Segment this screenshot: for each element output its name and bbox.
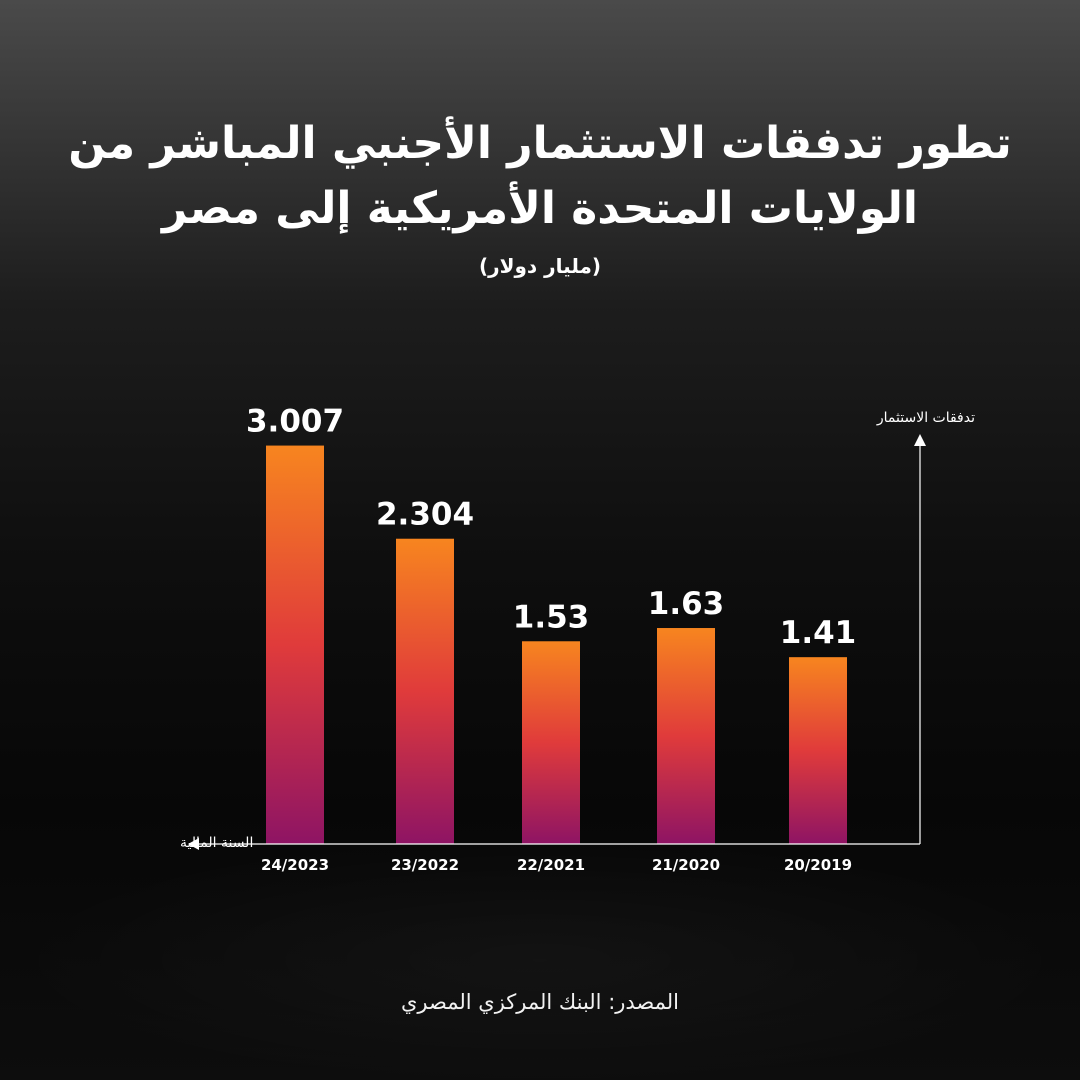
value-labels-group: 3.007 2.304 1.53 1.63 1.41	[246, 404, 856, 652]
bar-value-label: 3.007	[246, 404, 344, 440]
bar-value-label: 1.63	[648, 586, 725, 622]
bar-20-2019	[789, 657, 847, 844]
x-tick-label: 21/2020	[652, 856, 720, 874]
bar-24-2023	[266, 445, 324, 844]
x-tick-label: 23/2022	[391, 856, 459, 874]
bars-group	[266, 445, 847, 844]
chart-title-line-1: تطور تدفقات الاستثمار الأجنبي المباشر من	[68, 118, 1012, 169]
x-axis-arrow-icon	[188, 838, 199, 850]
bar-21-2020	[657, 628, 715, 844]
y-axis-arrow-icon	[914, 434, 926, 446]
bar-value-label: 2.304	[376, 497, 474, 533]
x-axis-title: السنة المالية	[180, 835, 253, 851]
chart-title-line-2: الولايات المتحدة الأمريكية إلى مصر	[162, 183, 918, 234]
x-tick-label: 22/2021	[517, 856, 585, 874]
bar-value-label: 1.41	[780, 615, 857, 651]
bar-23-2022	[396, 538, 454, 844]
bar-22-2021	[522, 641, 580, 844]
chart-unit-subtitle: (مليار دولار)	[478, 254, 602, 278]
x-tick-label: 20/2019	[784, 856, 852, 874]
x-tick-label: 24/2023	[261, 856, 329, 874]
source-note: المصدر: البنك المركزي المصري	[400, 990, 680, 1014]
x-tick-labels-group: 24/2023 23/2022 22/2021 21/2020 20/2019	[261, 856, 852, 874]
y-axis-title: تدفقات الاستثمار	[876, 410, 975, 426]
bar-value-label: 1.53	[513, 599, 590, 635]
